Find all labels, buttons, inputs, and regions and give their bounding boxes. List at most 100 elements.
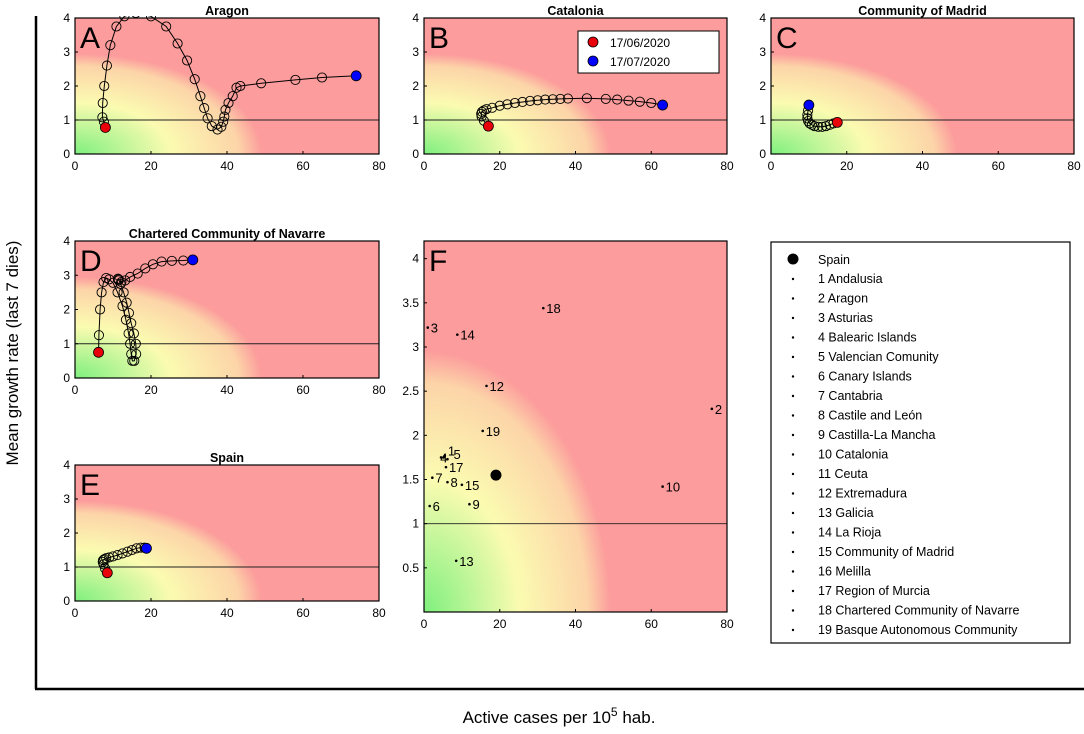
region-label-19: 19 — [486, 424, 500, 439]
region-point-7 — [431, 476, 434, 480]
region-label-1: 1 — [448, 443, 455, 458]
data-point — [131, 348, 142, 360]
region-legend-marker — [791, 394, 795, 398]
region-legend-item: 8 Castile and León — [818, 409, 922, 423]
data-point — [119, 16, 130, 22]
data-point — [156, 256, 167, 267]
data-point — [555, 93, 566, 104]
x-tick-label: 40 — [916, 159, 930, 173]
region-point-16 — [443, 455, 446, 458]
region-legend-marker — [791, 472, 795, 476]
x-tick-label: 60 — [296, 383, 310, 397]
region-label-5: 5 — [454, 447, 461, 462]
x-tick-label: 80 — [720, 617, 734, 631]
data-point — [290, 74, 301, 85]
panel-background — [75, 18, 379, 154]
data-point — [132, 268, 143, 279]
region-point-10 — [661, 485, 664, 488]
x-tick-label: 80 — [372, 606, 386, 620]
y-tick-label: 4 — [759, 11, 766, 25]
region-point-17 — [444, 465, 448, 469]
region-legend-marker — [791, 433, 795, 437]
x-tick-label: 60 — [645, 617, 659, 631]
region-label-12: 12 — [489, 379, 503, 394]
region-legend: Spain 1 Andalusia 2 Aragon 3 Asturias 4 Bal… — [770, 241, 1071, 644]
region-point-5 — [446, 457, 449, 461]
data-point — [481, 104, 492, 115]
region-legend-item: 17 Region of Murcia — [818, 584, 930, 598]
data-point — [820, 121, 831, 132]
data-point — [166, 255, 177, 266]
data-point — [216, 121, 227, 132]
data-point — [130, 338, 141, 349]
date-legend-marker-start — [587, 36, 599, 48]
panel-b: 0 20 40 60 80 0 1 2 3 4 Catalonia B — [412, 4, 734, 173]
region-point-19 — [481, 429, 485, 433]
data-point — [487, 102, 498, 113]
data-point — [182, 55, 193, 66]
data-point — [494, 100, 505, 111]
data-point — [189, 74, 200, 85]
data-point — [646, 97, 657, 109]
region-legend-marker — [791, 316, 795, 320]
x-tick-label: 0 — [72, 606, 79, 620]
x-tick-label: 20 — [493, 159, 507, 173]
region-label-3: 3 — [431, 321, 438, 336]
panel-title: Chartered Community of Navarre — [129, 227, 326, 241]
data-point — [547, 94, 558, 105]
date-legend: 17/06/2020 17/07/2020 — [577, 30, 720, 74]
x-tick-label: 80 — [372, 383, 386, 397]
data-point — [802, 109, 813, 120]
y-tick-label: 2.5 — [402, 384, 419, 398]
y-tick-label: 4 — [412, 11, 419, 25]
region-point-14 — [456, 333, 459, 336]
region-legend-marker — [791, 297, 795, 300]
region-label-10: 10 — [666, 480, 680, 495]
panel-title: Community of Madrid — [858, 4, 986, 18]
data-point — [123, 307, 135, 318]
x-tick-label: 60 — [296, 606, 310, 620]
data-point — [95, 304, 106, 315]
region-legend-item: 1 Andalusia — [818, 272, 883, 286]
region-legend-item: 7 Cantabria — [818, 389, 883, 403]
y-tick-label: 0 — [63, 594, 70, 608]
panel-letter: D — [80, 245, 102, 278]
data-point — [97, 112, 108, 123]
y-tick-label: 1.5 — [402, 473, 419, 487]
data-point — [235, 80, 246, 92]
x-tick-label: 80 — [1067, 159, 1081, 173]
data-point — [97, 97, 108, 109]
y-tick-label: 3 — [63, 45, 70, 59]
spain-point — [490, 469, 502, 481]
region-label-4: 4 — [440, 450, 447, 465]
region-legend-items: 1 Andalusia 2 Aragon 3 Asturias 4 Balearic … — [791, 272, 1020, 637]
region-point-6 — [428, 504, 431, 508]
panel-background — [771, 18, 1074, 154]
region-label-14: 14 — [460, 328, 474, 343]
region-point-2 — [710, 407, 714, 411]
region-point-3 — [426, 326, 430, 329]
y-tick-label: 1 — [412, 113, 419, 127]
y-tick-label: 1 — [759, 113, 766, 127]
data-point — [634, 96, 645, 107]
y-tick-label: 1 — [412, 517, 419, 531]
x-tick-label: 60 — [645, 159, 659, 173]
end-point — [187, 254, 199, 266]
y-axis-label: Mean growth rate (last 7 dies) — [3, 241, 22, 466]
y-tick-label: 3 — [63, 268, 70, 282]
data-point — [99, 80, 110, 92]
end-point — [350, 70, 362, 82]
data-point — [562, 93, 573, 104]
data-point — [509, 97, 520, 109]
region-point-4 — [439, 456, 443, 459]
data-point — [172, 38, 183, 49]
data-point — [802, 113, 813, 124]
panel-c: 0 20 40 60 80 0 1 2 3 4 Community of Madrid C — [759, 4, 1081, 173]
data-point — [96, 287, 107, 298]
data-point — [256, 78, 267, 89]
y-tick-label: 4 — [63, 458, 70, 472]
region-point-9 — [468, 502, 471, 506]
data-point — [202, 113, 213, 124]
start-point — [101, 567, 113, 579]
